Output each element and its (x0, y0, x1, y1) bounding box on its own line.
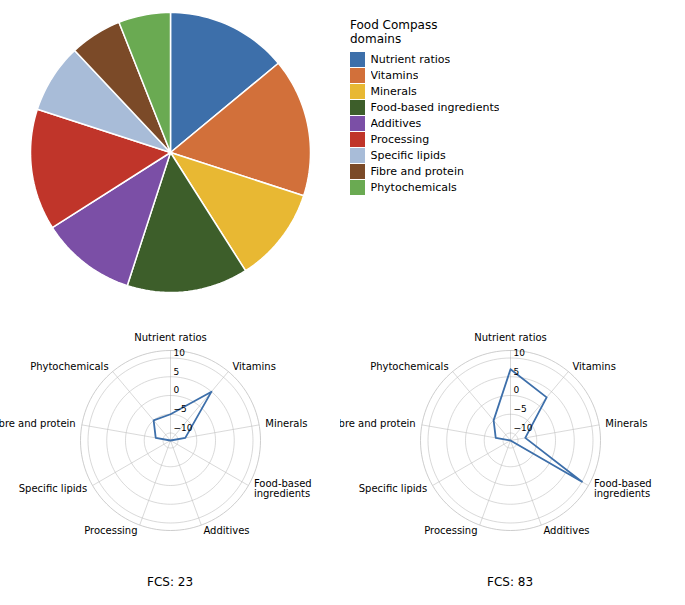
svg-text:Processing: Processing (84, 525, 137, 536)
html-text:Fibre and protein: Fibre and protein (370, 165, 464, 178)
html-text:Food Compass domains: Food Compass domains (350, 18, 438, 46)
svg-text:Additives: Additives (543, 525, 589, 536)
svg-text:Phytochemicals: Phytochemicals (370, 361, 448, 372)
html-text:Phytochemicals: Phytochemicals (370, 181, 457, 194)
html-text:Nutrient ratios: Nutrient ratios (370, 53, 451, 66)
svg-text:Fibre and protein: Fibre and protein (0, 418, 76, 429)
html-text:Specific lipids: Specific lipids (370, 149, 446, 162)
svg-text:Nutrient ratios: Nutrient ratios (134, 332, 207, 343)
svg-text:Vitamins: Vitamins (572, 361, 616, 372)
svg-text:Phytochemicals: Phytochemicals (30, 361, 108, 372)
svg-text:Food-basedingredients: Food-basedingredients (254, 478, 312, 499)
svg-text:5: 5 (174, 367, 180, 377)
svg-text:Minerals: Minerals (605, 418, 647, 429)
html-text:Processing: Processing (370, 133, 430, 146)
svg-text:0: 0 (514, 385, 520, 395)
svg-text:Minerals: Minerals (265, 418, 307, 429)
svg-text:10: 10 (174, 348, 186, 358)
svg-text:−5: −5 (174, 404, 187, 414)
svg-text:0: 0 (174, 385, 180, 395)
svg-text:Additives: Additives (203, 525, 249, 536)
html-text:FCS: 23: FCS: 23 (147, 575, 193, 589)
svg-text:−5: −5 (514, 404, 527, 414)
svg-text:Specific lipids: Specific lipids (359, 483, 427, 494)
svg-text:Vitamins: Vitamins (232, 361, 276, 372)
svg-text:−10: −10 (174, 423, 193, 433)
html-text:Food-based ingredients: Food-based ingredients (370, 101, 500, 114)
html-text:Vitamins: Vitamins (370, 69, 419, 82)
svg-text:5: 5 (514, 367, 520, 377)
html-text:Minerals: Minerals (370, 85, 417, 98)
html-text:FCS: 83: FCS: 83 (487, 575, 533, 589)
svg-text:10: 10 (514, 348, 526, 358)
svg-text:Fibre and protein: Fibre and protein (340, 418, 416, 429)
svg-text:−10: −10 (514, 423, 533, 433)
html-text:Additives: Additives (370, 117, 422, 130)
svg-text:Processing: Processing (424, 525, 477, 536)
svg-text:Specific lipids: Specific lipids (19, 483, 87, 494)
svg-text:Nutrient ratios: Nutrient ratios (474, 332, 547, 343)
svg-text:Food-basedingredients: Food-basedingredients (594, 478, 652, 499)
